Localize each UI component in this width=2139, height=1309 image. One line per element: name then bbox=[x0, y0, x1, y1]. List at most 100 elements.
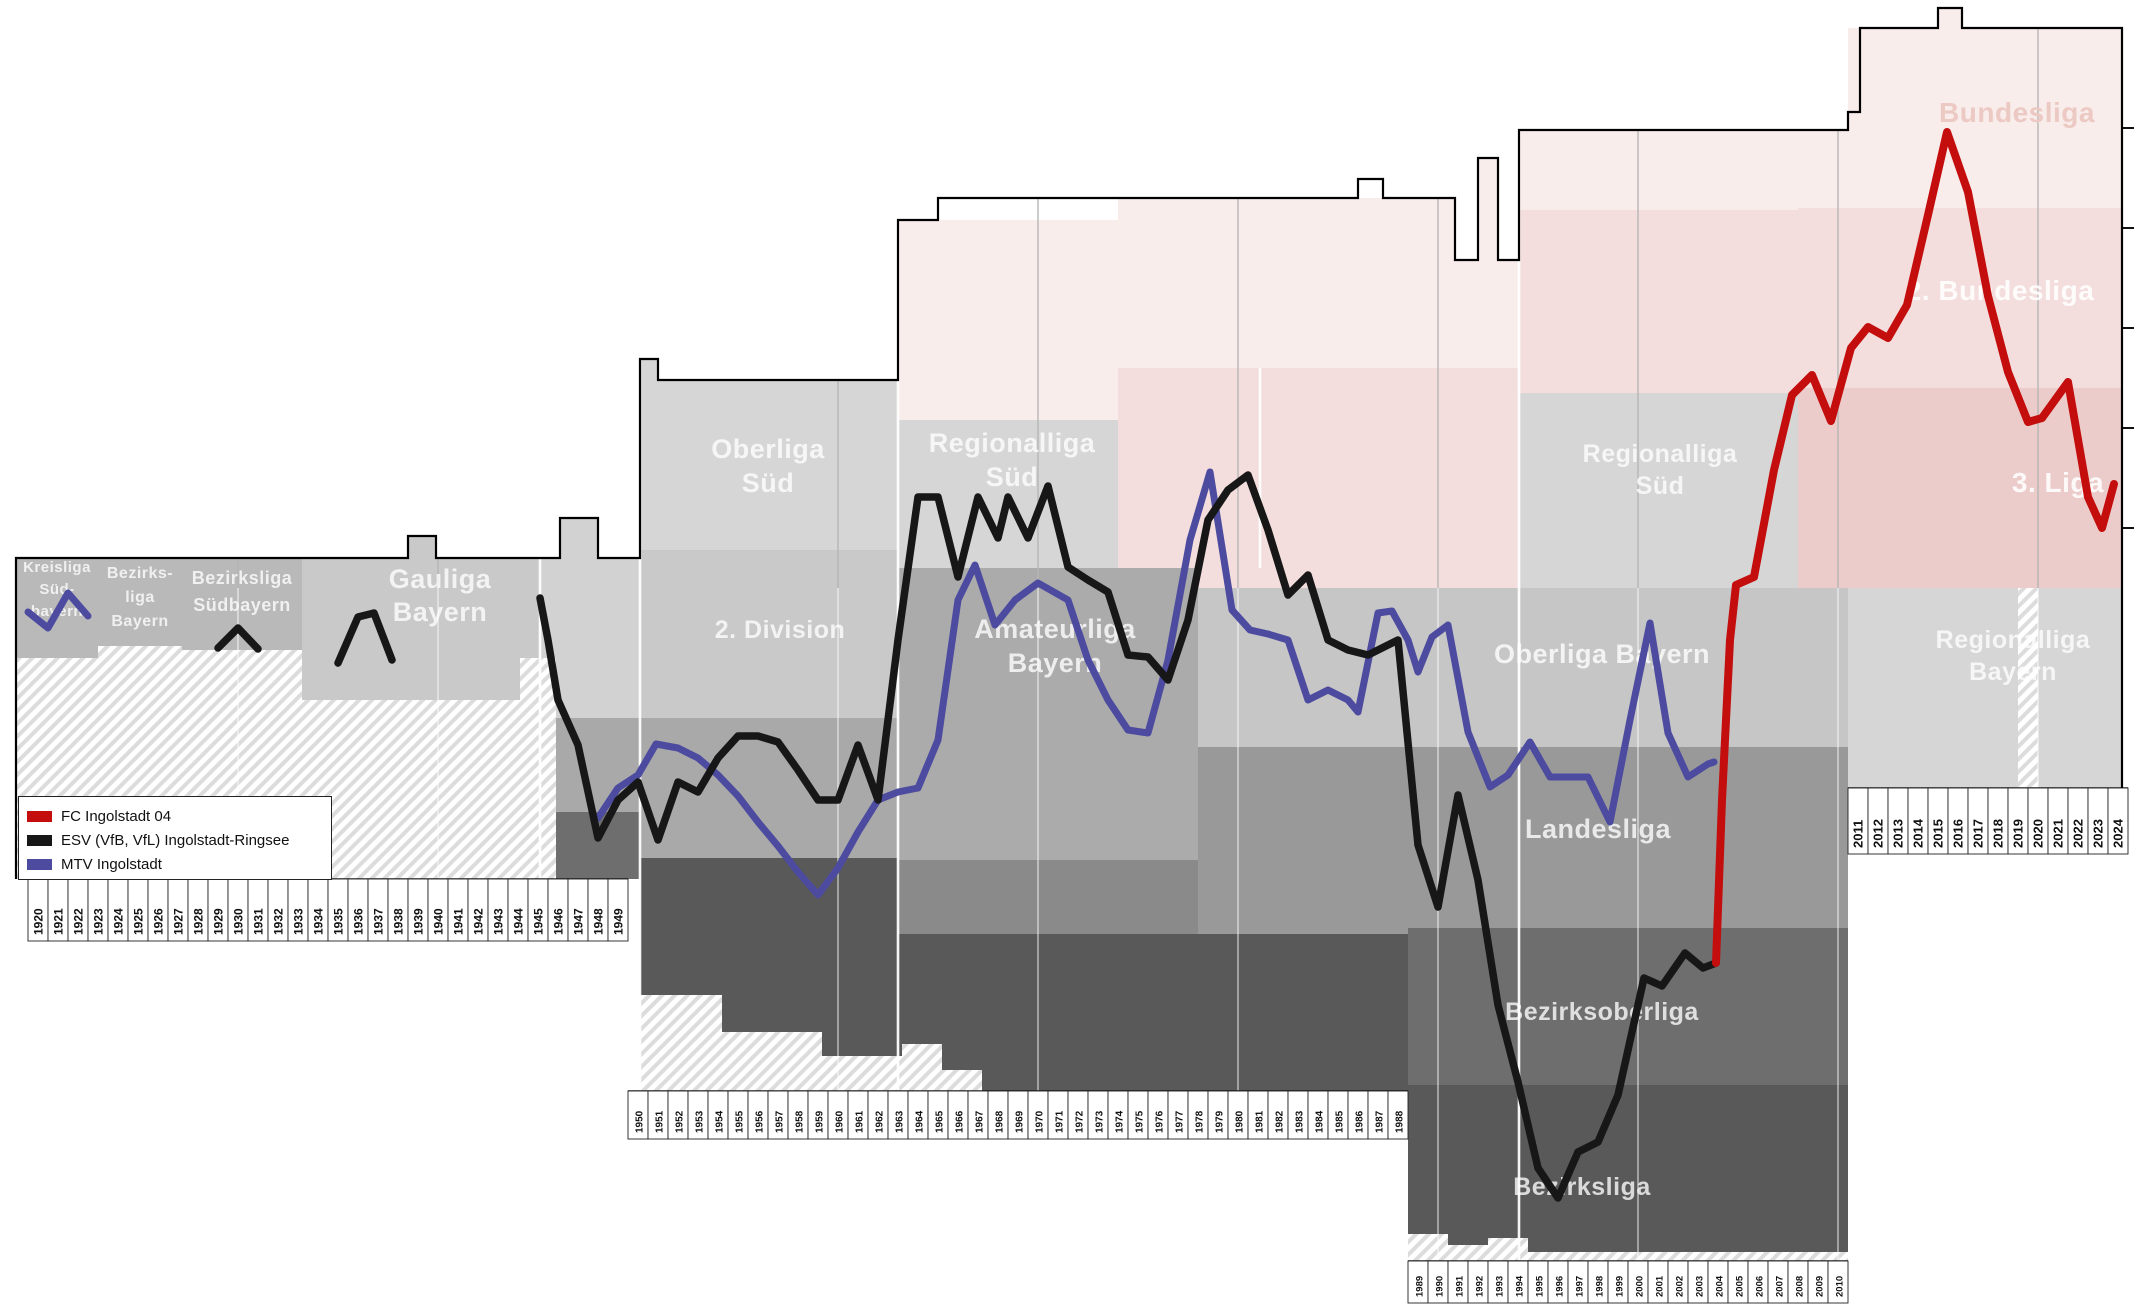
year-label: 1932 bbox=[272, 908, 286, 935]
year-label: 2004 bbox=[1715, 1275, 1726, 1297]
band-unterhaus-7488 bbox=[1118, 934, 1408, 1091]
year-label: 1994 bbox=[1515, 1275, 1526, 1297]
year-label: 1944 bbox=[512, 908, 526, 935]
band-zweite-bundesliga-9507 bbox=[1519, 210, 1798, 393]
year-label: 1985 bbox=[1335, 1110, 1346, 1133]
year-label: 2015 bbox=[1931, 819, 1946, 848]
band-bundesliga-9507 bbox=[1519, 130, 1798, 210]
band-oberliga-sued bbox=[640, 380, 898, 550]
year-label: 2020 bbox=[2031, 819, 2046, 848]
band-bezirksliga-bayern bbox=[98, 558, 182, 646]
year-tick-box bbox=[1387, 1090, 1409, 1140]
year-label: 1968 bbox=[995, 1110, 1006, 1133]
band-zweite-bundesliga-0810 bbox=[1798, 208, 1848, 388]
legend-swatch-red bbox=[27, 810, 52, 822]
year-label: 1927 bbox=[172, 908, 186, 935]
year-label: 2005 bbox=[1735, 1275, 1746, 1297]
year-label: 1955 bbox=[735, 1110, 746, 1133]
year-label: 1986 bbox=[1355, 1110, 1366, 1133]
year-label: 2016 bbox=[1951, 819, 1966, 848]
year-label: 1930 bbox=[232, 908, 246, 935]
year-label: 1947 bbox=[572, 908, 586, 935]
year-label: 1921 bbox=[52, 908, 66, 935]
series-esv-vfb-vfl-ingolstadt-ringsee bbox=[214, 624, 262, 653]
year-label: 1954 bbox=[715, 1110, 726, 1133]
year-label: 2011 bbox=[1851, 820, 1866, 848]
year-label: 1937 bbox=[372, 908, 386, 935]
top-outline bbox=[14, 6, 2124, 879]
year-tick-box bbox=[1827, 1260, 1849, 1304]
year-label: 2014 bbox=[1911, 818, 1926, 848]
year-label: 1966 bbox=[955, 1110, 966, 1133]
year-label: 2018 bbox=[1991, 819, 2006, 848]
year-label: 1967 bbox=[975, 1110, 986, 1133]
year-label: 2007 bbox=[1775, 1276, 1786, 1297]
year-label: 1950 bbox=[635, 1110, 646, 1133]
year-label: 1999 bbox=[1615, 1276, 1626, 1297]
band-bezirksliga bbox=[1408, 1085, 1848, 1261]
year-label: 1980 bbox=[1235, 1110, 1246, 1133]
year-label: 2010 bbox=[1835, 1276, 1846, 1297]
year-label: 1993 bbox=[1495, 1276, 1506, 1297]
chart-top-outline bbox=[14, 6, 2124, 879]
year-label: 1975 bbox=[1135, 1110, 1146, 1133]
year-label: 1924 bbox=[112, 908, 126, 935]
legend: FC Ingolstadt 04 ESV (VfB, VfL) Ingolsta… bbox=[18, 796, 332, 880]
year-label: 2022 bbox=[2071, 819, 2086, 848]
year-label: 1938 bbox=[392, 908, 406, 935]
league-label-landesliga: Landesliga bbox=[1525, 814, 1672, 844]
year-label: 1945 bbox=[532, 908, 546, 935]
year-label: 1965 bbox=[935, 1110, 946, 1133]
year-label: 1995 bbox=[1535, 1275, 1546, 1297]
year-label: 1942 bbox=[472, 908, 486, 935]
year-label: 1935 bbox=[332, 908, 346, 935]
band-bundesliga-0810 bbox=[1798, 130, 1848, 208]
year-label: 1926 bbox=[152, 908, 166, 935]
band-gauliga-bayern bbox=[302, 558, 540, 700]
legend-item-fc-ingolstadt: FC Ingolstadt 04 bbox=[27, 804, 331, 828]
year-label: 1964 bbox=[915, 1110, 926, 1133]
year-label: 1989 bbox=[1415, 1276, 1426, 1297]
league-label-bezirksoberliga: Bezirksoberliga bbox=[1505, 998, 1699, 1026]
band-bundesliga-1124 bbox=[1848, 28, 2122, 208]
year-label: 2012 bbox=[1871, 819, 1886, 848]
year-label: 1991 bbox=[1455, 1275, 1466, 1297]
year-label: 1997 bbox=[1575, 1276, 1586, 1297]
club-lines bbox=[24, 128, 2118, 1202]
year-label: 2003 bbox=[1695, 1276, 1706, 1297]
hatch-5064 bbox=[640, 995, 982, 1091]
series-mtv-ingolstadt bbox=[594, 468, 1718, 899]
year-tick-box bbox=[607, 878, 629, 942]
year-label: 2002 bbox=[1675, 1276, 1686, 1297]
year-label: 1981 bbox=[1255, 1110, 1266, 1133]
hatch-2020 bbox=[2018, 588, 2038, 788]
year-label: 2008 bbox=[1795, 1276, 1806, 1297]
band-zweite-bundesliga-7888 bbox=[1198, 368, 1408, 588]
band-zweite-bundesliga-8994 bbox=[1408, 368, 1519, 588]
year-label: 1936 bbox=[352, 908, 366, 935]
year-label: 2009 bbox=[1815, 1276, 1826, 1297]
league-label-bundesliga: Bundesliga bbox=[1939, 97, 2095, 128]
year-label: 1963 bbox=[895, 1110, 906, 1133]
band-landesliga-7478 bbox=[1118, 860, 1198, 934]
year-label: 1934 bbox=[312, 908, 326, 935]
year-label: 1939 bbox=[412, 908, 426, 935]
year-label: 1961 bbox=[855, 1110, 866, 1133]
legend-swatch-blue bbox=[27, 858, 52, 870]
year-label: 1996 bbox=[1555, 1276, 1566, 1297]
year-label: 2001 bbox=[1655, 1275, 1666, 1297]
series-fc-ingolstadt-04 bbox=[1712, 128, 2118, 967]
year-label: 1928 bbox=[192, 908, 206, 935]
year-label: 1971 bbox=[1055, 1110, 1066, 1133]
series-mtv-ingolstadt bbox=[24, 589, 92, 632]
band-unterklasse-4549 bbox=[540, 812, 640, 879]
band-amateurliga-7478 bbox=[1118, 568, 1198, 860]
year-label: 1931 bbox=[252, 908, 266, 935]
league-bands bbox=[16, 8, 2122, 1261]
band-gauliga-bayern-step bbox=[408, 536, 436, 558]
band-zweite-division bbox=[640, 550, 898, 718]
year-label: 1920 bbox=[32, 908, 46, 935]
year-label: 1983 bbox=[1295, 1110, 1306, 1133]
band-bundesliga-1124-tab bbox=[1938, 8, 1962, 28]
